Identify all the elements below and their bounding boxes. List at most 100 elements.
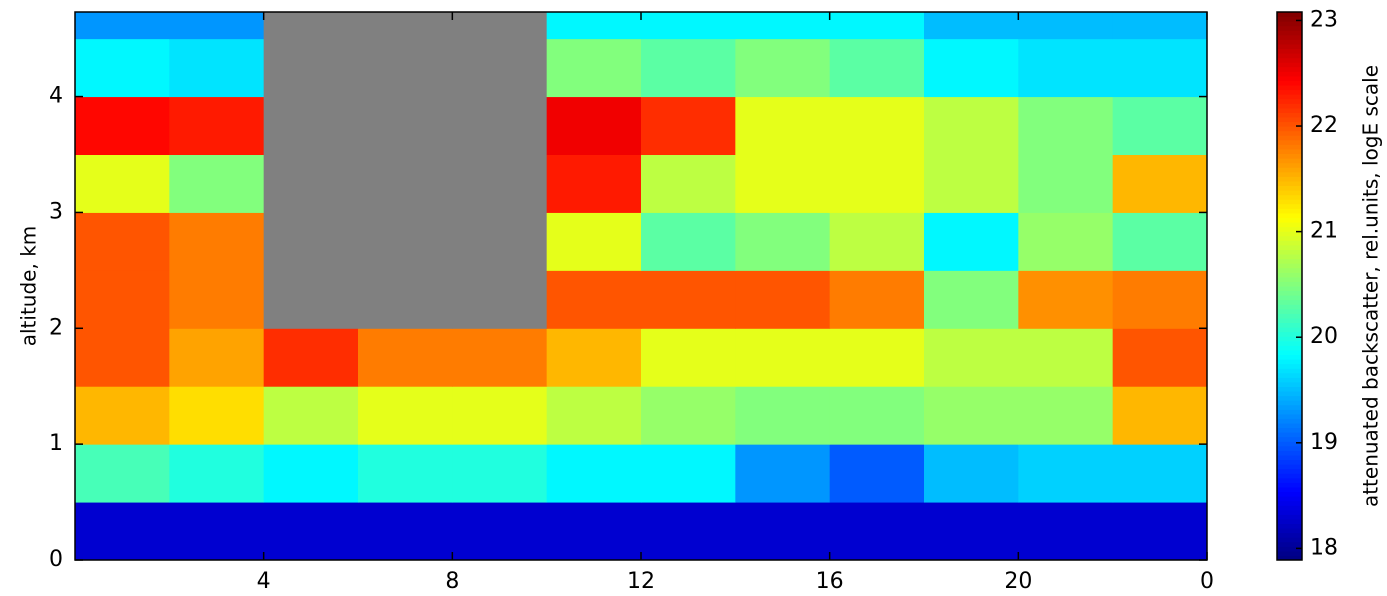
colorbar-swatch bbox=[1277, 372, 1302, 378]
cell bbox=[169, 502, 265, 561]
colorbar-swatch bbox=[1277, 135, 1302, 141]
colorbar-swatch bbox=[1277, 518, 1302, 524]
cell bbox=[641, 96, 736, 156]
cell bbox=[169, 154, 265, 213]
cell bbox=[924, 96, 1019, 156]
missing-cell bbox=[358, 38, 453, 98]
cell bbox=[1018, 38, 1114, 98]
cell bbox=[546, 444, 642, 503]
cell bbox=[829, 444, 925, 503]
colorbar-swatch bbox=[1277, 217, 1302, 223]
x-tick-label: 16 bbox=[816, 569, 844, 594]
colorbar-tick-label: 18 bbox=[1310, 535, 1338, 560]
missing-cell bbox=[452, 270, 548, 329]
colorbar-swatch bbox=[1277, 167, 1302, 173]
cell bbox=[1112, 154, 1208, 213]
colorbar-swatch bbox=[1277, 272, 1302, 278]
colorbar-swatch bbox=[1277, 295, 1302, 301]
cell bbox=[1112, 270, 1208, 329]
cell bbox=[546, 270, 642, 329]
colorbar-swatch bbox=[1277, 381, 1302, 387]
missing-cell bbox=[452, 12, 548, 40]
colorbar-swatch bbox=[1277, 25, 1302, 31]
colorbar-swatch bbox=[1277, 459, 1302, 465]
colorbar-swatch bbox=[1277, 107, 1302, 113]
colorbar-swatch bbox=[1277, 112, 1302, 118]
cell bbox=[829, 270, 925, 329]
colorbar-swatch bbox=[1277, 454, 1302, 461]
colorbar-tick-label: 19 bbox=[1310, 430, 1338, 455]
cell bbox=[829, 154, 925, 213]
colorbar-swatch bbox=[1277, 144, 1302, 150]
y-tick-label: 4 bbox=[49, 84, 63, 109]
cell bbox=[75, 270, 170, 329]
colorbar-swatch bbox=[1277, 404, 1302, 410]
cell bbox=[641, 12, 736, 40]
cell bbox=[169, 270, 265, 329]
colorbar-swatch bbox=[1277, 258, 1302, 264]
colorbar-swatch bbox=[1277, 226, 1302, 232]
cell bbox=[829, 328, 925, 387]
missing-cell bbox=[263, 154, 359, 213]
colorbar-swatch bbox=[1277, 153, 1302, 159]
cell bbox=[1112, 328, 1208, 387]
colorbar-swatch bbox=[1277, 103, 1302, 109]
cell bbox=[546, 386, 642, 445]
colorbar-swatch bbox=[1277, 162, 1302, 168]
colorbar-swatch bbox=[1277, 185, 1302, 191]
cell bbox=[641, 444, 736, 503]
cell bbox=[924, 12, 1019, 40]
cell bbox=[546, 212, 642, 271]
colorbar-swatch bbox=[1277, 21, 1302, 27]
cell bbox=[735, 154, 831, 213]
cell bbox=[735, 386, 831, 445]
colorbar-swatch bbox=[1277, 12, 1302, 18]
colorbar-swatch bbox=[1277, 194, 1302, 200]
missing-cell bbox=[263, 270, 359, 329]
colorbar-swatch bbox=[1277, 231, 1302, 237]
colorbar-swatch bbox=[1277, 345, 1302, 351]
cell bbox=[75, 212, 170, 271]
missing-cell bbox=[263, 38, 359, 98]
colorbar-swatch bbox=[1277, 482, 1302, 488]
colorbar-swatch bbox=[1277, 39, 1302, 45]
colorbar-label: attenuated backscatter, rel.units, logE … bbox=[1359, 65, 1383, 507]
colorbar-swatch bbox=[1277, 496, 1302, 502]
colorbar-swatch bbox=[1277, 180, 1302, 187]
colorbar-swatch bbox=[1277, 450, 1302, 456]
colorbar-swatch bbox=[1277, 473, 1302, 479]
colorbar-swatch bbox=[1277, 276, 1302, 282]
colorbar-swatch bbox=[1277, 377, 1302, 383]
cell bbox=[169, 328, 265, 387]
cell bbox=[1112, 96, 1208, 156]
cell bbox=[735, 96, 831, 156]
cell bbox=[75, 12, 170, 40]
colorbar-swatch bbox=[1277, 317, 1302, 324]
cell bbox=[1018, 96, 1114, 156]
colorbar-swatch bbox=[1277, 71, 1302, 77]
colorbar-swatch bbox=[1277, 546, 1302, 552]
colorbar-swatch bbox=[1277, 244, 1302, 250]
colorbar-swatch bbox=[1277, 400, 1302, 406]
missing-cell bbox=[452, 154, 548, 213]
missing-cell bbox=[263, 12, 359, 40]
colorbar-swatch bbox=[1277, 413, 1302, 419]
colorbar-swatch bbox=[1277, 212, 1302, 218]
cell bbox=[546, 154, 642, 213]
cell bbox=[735, 328, 831, 387]
colorbar-swatch bbox=[1277, 464, 1302, 470]
colorbar-swatch bbox=[1277, 477, 1302, 483]
colorbar-swatch bbox=[1277, 528, 1302, 534]
colorbar-swatch bbox=[1277, 130, 1302, 136]
colorbar-swatch bbox=[1277, 149, 1302, 155]
colorbar-swatch bbox=[1277, 85, 1302, 91]
colorbar-swatch bbox=[1277, 537, 1302, 543]
cell bbox=[263, 328, 359, 387]
colorbar-swatch bbox=[1277, 432, 1302, 438]
cell bbox=[263, 444, 359, 503]
cell bbox=[1018, 154, 1114, 213]
cell bbox=[1018, 444, 1114, 503]
cell bbox=[1112, 212, 1208, 271]
x-tick-label: 20 bbox=[1004, 569, 1032, 594]
